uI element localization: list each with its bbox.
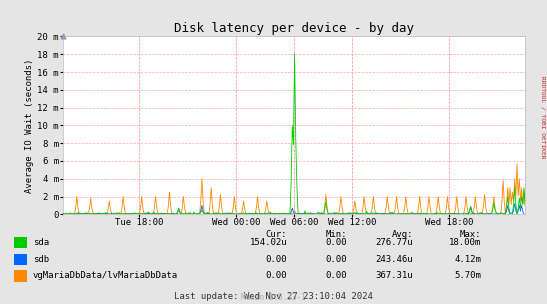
Text: sdb: sdb bbox=[33, 254, 49, 264]
Text: 0.00: 0.00 bbox=[326, 254, 347, 264]
Text: 276.77u: 276.77u bbox=[375, 238, 413, 247]
Y-axis label: Average IO Wait (seconds): Average IO Wait (seconds) bbox=[26, 58, 34, 193]
Text: Max:: Max: bbox=[460, 230, 481, 239]
Text: 243.46u: 243.46u bbox=[375, 254, 413, 264]
Text: Last update: Wed Nov 27 23:10:04 2024: Last update: Wed Nov 27 23:10:04 2024 bbox=[174, 292, 373, 301]
Text: RRDTOOL / TOBI OETIKER: RRDTOOL / TOBI OETIKER bbox=[541, 76, 546, 158]
Title: Disk latency per device - by day: Disk latency per device - by day bbox=[174, 22, 414, 35]
Text: 0.00: 0.00 bbox=[266, 254, 287, 264]
Text: Cur:: Cur: bbox=[266, 230, 287, 239]
Text: 367.31u: 367.31u bbox=[375, 271, 413, 280]
Text: Min:: Min: bbox=[326, 230, 347, 239]
Text: 0.00: 0.00 bbox=[326, 238, 347, 247]
Text: Munin 2.0.33-1: Munin 2.0.33-1 bbox=[241, 292, 306, 302]
Text: sda: sda bbox=[33, 238, 49, 247]
Text: 0.00: 0.00 bbox=[326, 271, 347, 280]
Text: Avg:: Avg: bbox=[392, 230, 413, 239]
Text: 18.00m: 18.00m bbox=[449, 238, 481, 247]
Text: vgMariaDbData/lvMariaDbData: vgMariaDbData/lvMariaDbData bbox=[33, 271, 178, 280]
Text: 4.12m: 4.12m bbox=[455, 254, 481, 264]
Text: 0.00: 0.00 bbox=[266, 271, 287, 280]
Text: 5.70m: 5.70m bbox=[455, 271, 481, 280]
Text: 154.02u: 154.02u bbox=[249, 238, 287, 247]
